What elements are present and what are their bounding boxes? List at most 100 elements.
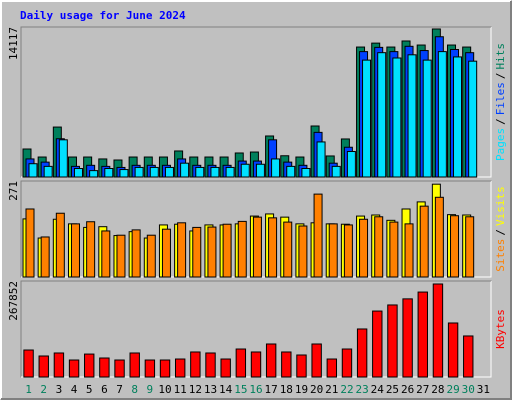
legend-entry: Hits	[494, 43, 507, 70]
bar	[40, 236, 50, 278]
bar	[311, 343, 322, 378]
bar	[341, 348, 353, 378]
legend-separator: /	[494, 229, 507, 236]
bar	[465, 216, 475, 278]
bar	[28, 163, 38, 178]
bar	[298, 225, 308, 278]
bar	[25, 208, 35, 278]
y-tick-label: 267852	[7, 281, 20, 321]
bar	[146, 234, 156, 278]
legend: Pages / Files / Hits	[494, 43, 507, 161]
x-tick-label: 2	[40, 383, 47, 396]
legend: Sites / Visits	[494, 186, 507, 272]
bar	[99, 357, 110, 378]
bar	[195, 166, 205, 178]
bar	[252, 216, 262, 278]
x-tick-label: 17	[265, 383, 278, 396]
x-tick-label: 12	[189, 383, 202, 396]
x-tick-label: 29	[446, 383, 459, 396]
bar	[164, 166, 174, 178]
x-tick-label: 10	[158, 383, 171, 396]
x-tick-label: 27	[416, 383, 429, 396]
bar	[392, 57, 402, 178]
bar	[131, 229, 141, 278]
x-tick-label: 21	[325, 383, 338, 396]
bar	[437, 51, 447, 178]
x-tick-label: 23	[356, 383, 369, 396]
bar	[89, 170, 99, 178]
bar	[43, 165, 53, 178]
bar	[116, 234, 126, 278]
bar	[220, 358, 231, 378]
bar	[359, 218, 369, 278]
bar	[463, 335, 474, 378]
bar	[235, 348, 247, 378]
bar	[55, 212, 65, 278]
x-tick-label: 8	[131, 383, 138, 396]
bar	[70, 223, 80, 278]
bar	[468, 60, 478, 178]
bar	[447, 322, 459, 378]
x-tick-label: 28	[431, 383, 444, 396]
bar	[237, 220, 247, 278]
bar	[402, 298, 413, 378]
bar	[159, 359, 171, 378]
x-tick-label: 3	[56, 383, 63, 396]
y-tick-label: 271	[7, 181, 20, 201]
x-tick-label: 15	[234, 383, 247, 396]
bar	[207, 226, 217, 278]
bar	[301, 167, 311, 178]
bar	[104, 167, 114, 178]
bar	[73, 167, 83, 178]
bar	[268, 217, 278, 278]
bar	[283, 221, 293, 278]
x-tick-label: 30	[462, 383, 475, 396]
bar	[362, 59, 372, 178]
bar	[404, 223, 414, 278]
bar	[38, 355, 49, 378]
bar	[255, 163, 265, 178]
bar	[387, 304, 398, 378]
bar	[407, 54, 417, 178]
bar	[114, 359, 125, 378]
bar	[417, 291, 428, 378]
bar	[265, 343, 277, 378]
x-tick-label: 31	[477, 383, 490, 396]
bar	[129, 352, 140, 378]
x-tick-label: 24	[371, 383, 385, 396]
bar	[177, 222, 187, 278]
bar	[271, 158, 281, 178]
bar	[328, 223, 338, 278]
x-tick-label: 16	[249, 383, 262, 396]
bar	[316, 141, 326, 178]
x-tick-label: 25	[386, 383, 399, 396]
bar	[222, 223, 232, 278]
legend-entry: Sites	[494, 239, 507, 272]
bar	[377, 52, 387, 178]
bar	[101, 230, 111, 278]
legend-separator: /	[494, 73, 507, 80]
bar	[210, 166, 220, 178]
bar	[250, 351, 262, 378]
bar	[326, 358, 338, 378]
bar	[53, 352, 65, 378]
legend: KBytes	[494, 309, 507, 349]
x-tick-label: 6	[101, 383, 108, 396]
bar	[192, 226, 202, 278]
legend-entry: Pages	[494, 128, 507, 161]
bar	[180, 162, 190, 178]
x-tick-label: 5	[86, 383, 93, 396]
bar	[356, 328, 368, 378]
bar	[434, 196, 444, 278]
bar	[281, 351, 292, 378]
legend-entry: KBytes	[494, 309, 507, 349]
bar	[419, 205, 429, 278]
bar	[58, 139, 68, 178]
y-tick-label: 14117	[7, 27, 20, 60]
bar	[174, 358, 186, 378]
bar	[422, 59, 432, 178]
bar	[205, 352, 216, 378]
bar	[144, 359, 156, 378]
